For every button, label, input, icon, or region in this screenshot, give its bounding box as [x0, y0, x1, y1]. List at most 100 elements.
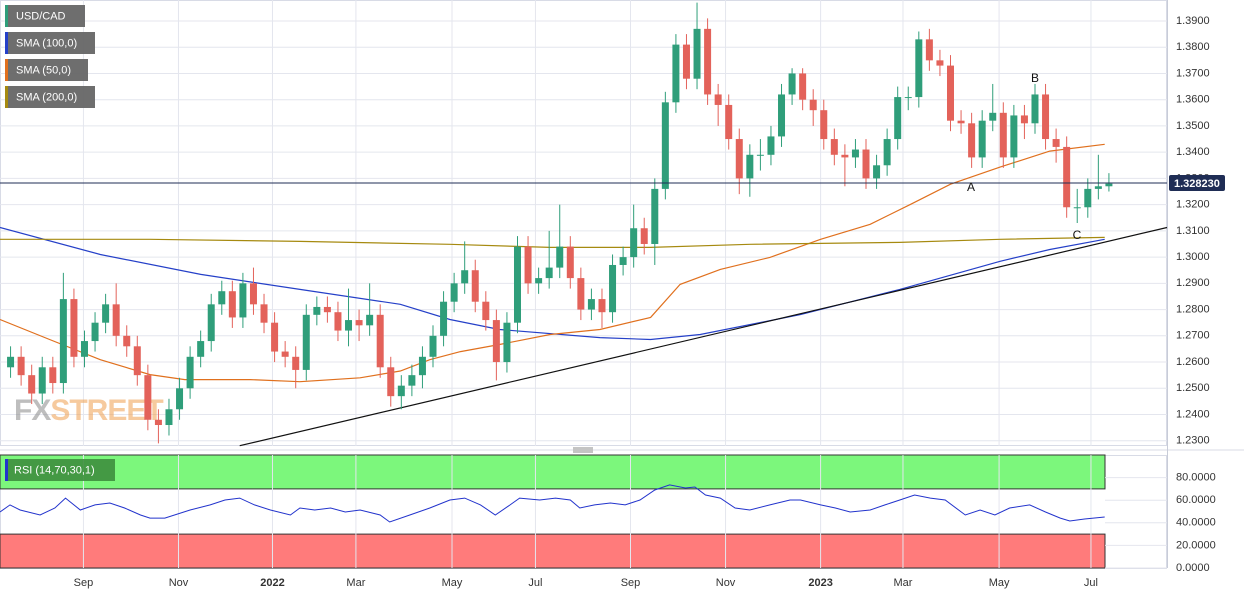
candle-body [313, 306, 321, 315]
sma-line [0, 236, 1105, 248]
candle-body [387, 367, 395, 397]
candle-body [418, 356, 426, 376]
x-tick-label: 2022 [260, 577, 284, 589]
candle-body [249, 283, 257, 305]
candle-body [154, 419, 162, 426]
candle-body [661, 102, 669, 189]
rsi-legend-label[interactable]: RSI (14,70,30,1) [14, 464, 95, 476]
legend-box[interactable] [5, 5, 85, 27]
rsi-overbought-zone [0, 454, 1106, 490]
price-panel [0, 0, 1167, 446]
candle-body [28, 375, 36, 394]
y-tick-label: 1.3100 [1176, 225, 1210, 237]
y-tick-label: 1.2900 [1176, 277, 1210, 289]
candle-body [936, 60, 944, 66]
rsi-y-tick-label: 60.0000 [1176, 494, 1216, 506]
y-tick-label: 1.2500 [1176, 382, 1210, 394]
candle-body [556, 246, 564, 268]
candle-body [239, 283, 247, 318]
candle-body [714, 94, 722, 105]
candle-body [513, 246, 521, 323]
grid [0, 0, 1167, 569]
candle-body [207, 304, 215, 342]
candle-body [80, 341, 88, 357]
candle-body [767, 136, 775, 155]
candle-body [503, 322, 511, 363]
resize-handle[interactable] [573, 447, 593, 453]
candle-body [429, 335, 437, 357]
last-price-box [1169, 175, 1225, 192]
candle-body [218, 291, 226, 305]
rsi-y-tick-label: 40.0000 [1176, 517, 1216, 529]
candle-body [799, 73, 807, 100]
x-tick-label: Mar [346, 577, 365, 589]
candle-body [609, 264, 617, 313]
candle-body [989, 112, 997, 121]
candle-body [281, 351, 289, 357]
y-tick-label: 1.2800 [1176, 303, 1210, 315]
legend-label[interactable]: SMA (50,0) [16, 64, 71, 76]
candle-body [345, 320, 353, 331]
y-tick-label: 1.3600 [1176, 94, 1210, 106]
candle-body [112, 304, 120, 336]
candle-body [323, 306, 331, 313]
x-tick-label: Mar [893, 577, 912, 589]
candle-body [809, 99, 817, 111]
legend-label[interactable]: USD/CAD [16, 10, 66, 22]
watermark-fx: FX [14, 394, 51, 427]
sma-line [0, 226, 1105, 341]
candle-body [334, 312, 342, 331]
x-tick-label: Nov [716, 577, 736, 589]
rsi-oversold-zone [0, 533, 1106, 569]
candle-body [133, 346, 141, 376]
legend-box[interactable] [5, 59, 88, 81]
candle-body [725, 104, 733, 140]
x-tick-label: May [442, 577, 463, 589]
candle-body [260, 304, 268, 323]
candle-body [904, 97, 912, 99]
candle-body [165, 409, 173, 426]
rsi-y-tick-label: 80.0000 [1176, 472, 1216, 484]
candle-body [440, 301, 448, 336]
candle-body [271, 322, 279, 352]
candle-body [598, 299, 606, 313]
candle-body [1042, 94, 1050, 140]
candle-body [883, 139, 891, 166]
candle-body [1031, 94, 1039, 124]
candle-body [830, 139, 838, 155]
legend-label[interactable]: SMA (200,0) [16, 91, 77, 103]
candle-body [587, 299, 595, 310]
candle-body [577, 278, 585, 310]
legend-label[interactable]: SMA (100,0) [16, 37, 77, 49]
candle-body [651, 188, 659, 244]
candle-body [999, 112, 1007, 158]
rsi-line [0, 484, 1105, 523]
candle-body [862, 149, 870, 179]
candle-body [640, 228, 648, 244]
y-tick-label: 1.3500 [1176, 120, 1210, 132]
marks [0, 2, 1168, 523]
rsi-legend-box[interactable] [5, 459, 115, 481]
y-tick-label: 1.3200 [1176, 199, 1210, 211]
x-tick-label: Nov [169, 577, 189, 589]
candle-body [735, 139, 743, 179]
legend-swatch [5, 5, 8, 27]
legend-box[interactable] [5, 32, 95, 54]
rsi-y-tick-label: 0.0000 [1176, 562, 1210, 574]
candle-body [682, 44, 690, 79]
y-tick-label: 1.2700 [1176, 330, 1210, 342]
candle-body [482, 301, 490, 321]
legend-box[interactable] [5, 86, 95, 108]
candle-body [630, 228, 638, 258]
candle-body [968, 123, 976, 158]
candle-body [946, 65, 954, 121]
candle-body [144, 375, 152, 420]
candle-body [408, 375, 416, 386]
candle-body [492, 320, 500, 363]
y-tick-label: 1.3800 [1176, 41, 1210, 53]
candle-body [820, 110, 828, 140]
candle-body [17, 356, 25, 376]
candle-body [704, 28, 712, 95]
labels: 1.2300 1.2400 1.2500 1.2600 1.2700 1.2800 1.29… [5, 5, 1225, 589]
